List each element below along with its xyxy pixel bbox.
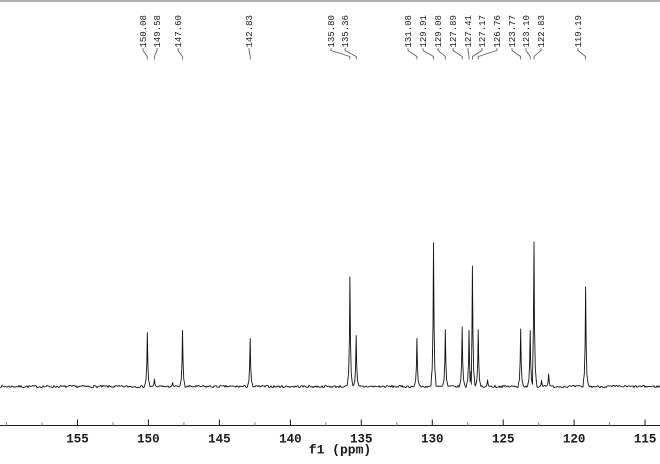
peak-labels: 150.08 149.58 147.60 142.83 135.80 135.36 131.… — [139, 15, 584, 47]
x-axis-ticks — [6, 419, 646, 426]
peak-label: 119.19 — [574, 15, 584, 47]
peak-leader-line — [471, 48, 483, 60]
peak-leader-line — [142, 48, 148, 60]
x-axis-tick-label: 135 — [350, 433, 373, 447]
peak-label: 135.80 — [327, 15, 337, 47]
peak-leader-line — [177, 48, 183, 60]
peak-leader-line — [248, 48, 251, 60]
x-axis-tick-label: 145 — [208, 433, 231, 447]
spectrum-trace — [0, 241, 660, 389]
peak-label: 126.76 — [493, 15, 503, 47]
peak-label: 127.89 — [449, 15, 459, 47]
x-axis-tick-label: 125 — [492, 433, 515, 447]
peak-leader-line — [452, 48, 463, 60]
window-top-border — [0, 0, 660, 2]
x-axis-tick-label: 120 — [563, 433, 586, 447]
x-axis-tick-label: 115 — [634, 433, 657, 447]
peak-leader-line — [577, 48, 586, 60]
peak-label: 127.41 — [464, 15, 474, 47]
peak-leader-line — [525, 48, 531, 60]
peak-leader-line — [407, 48, 418, 60]
peak-label: 129.08 — [434, 15, 444, 47]
x-axis-tick-label: 150 — [137, 433, 160, 447]
x-axis-tick-labels: 155 150 145 140 135 130 125 120 115 — [66, 433, 656, 447]
peak-label: 135.36 — [341, 15, 351, 47]
x-axis-tick-label: 140 — [279, 433, 302, 447]
peak-label: 123.10 — [522, 15, 532, 47]
peak-label: 129.91 — [419, 15, 429, 47]
peak-leader-line — [511, 48, 522, 60]
peak-leader-line — [477, 48, 498, 60]
x-axis-title: f1 (ppm) — [309, 443, 371, 458]
peak-label: 127.17 — [478, 15, 488, 47]
peak-leader-line — [344, 48, 357, 60]
peak-label: 122.83 — [537, 15, 547, 47]
peak-label: 142.83 — [245, 15, 255, 47]
peak-label: 149.58 — [153, 15, 163, 47]
x-axis-tick-label: 130 — [421, 433, 444, 447]
peak-label: 147.60 — [174, 15, 184, 47]
peak-label: 123.77 — [508, 15, 518, 47]
peak-leader-line — [533, 48, 542, 60]
peak-leader-line — [153, 48, 158, 60]
peak-label: 150.08 — [139, 15, 149, 47]
peak-leader-line — [422, 48, 434, 60]
x-axis-tick-label: 155 — [66, 433, 89, 447]
peak-leader-line — [467, 48, 470, 60]
peak-label: 131.08 — [404, 15, 414, 47]
peak-leader-line — [437, 48, 446, 60]
peak-leader-lines — [142, 48, 586, 60]
peak-leader-line — [330, 48, 351, 60]
